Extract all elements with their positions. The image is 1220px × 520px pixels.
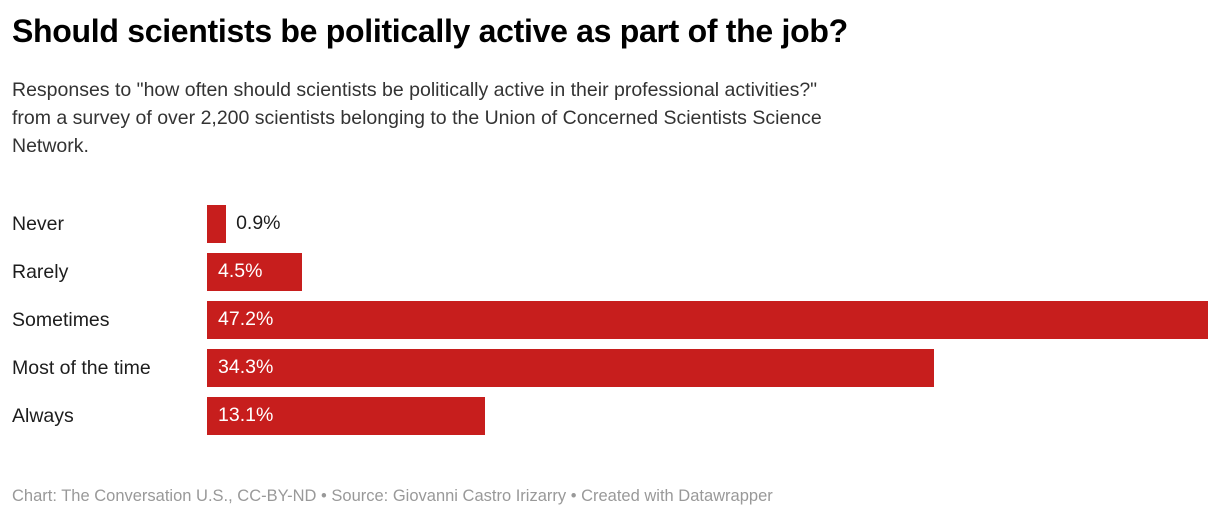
bar-track: 47.2% xyxy=(207,301,1208,339)
category-label: Sometimes xyxy=(12,308,110,331)
bar-track: 13.1% xyxy=(207,397,1208,435)
value-label: 34.3% xyxy=(218,356,274,379)
value-label: 0.9% xyxy=(236,212,281,235)
bar-row: Sometimes 47.2% xyxy=(12,296,1208,344)
chart-subtitle: Responses to "how often should scientist… xyxy=(12,79,822,157)
bar-row: Always 13.1% xyxy=(12,392,1208,440)
bar: 0.9% xyxy=(207,205,281,243)
bar-chart: Never 0.9% Rarely 4.5% Sometimes 47.2% Most of… xyxy=(12,200,1208,440)
bar-row: Most of the time 34.3% xyxy=(12,344,1208,392)
bar-row: Never 0.9% xyxy=(12,200,1208,248)
bar-row: Rarely 4.5% xyxy=(12,248,1208,296)
value-label: 47.2% xyxy=(218,308,274,331)
bar-track: 0.9% xyxy=(207,205,1208,243)
bar: 13.1% xyxy=(207,397,485,435)
bar: 4.5% xyxy=(207,253,303,291)
chart-title: Should scientists be politically active … xyxy=(12,13,848,49)
category-label: Rarely xyxy=(12,260,69,283)
bar-track: 34.3% xyxy=(207,349,1208,387)
category-label: Never xyxy=(12,212,65,235)
chart-container: Should scientists be politically active … xyxy=(0,10,1220,440)
category-label: Always xyxy=(12,404,74,427)
chart-attribution: Chart: The Conversation U.S., CC-BY-ND •… xyxy=(12,487,773,505)
value-label: 4.5% xyxy=(218,260,263,283)
value-label: 13.1% xyxy=(218,404,274,427)
bar: 47.2% xyxy=(207,301,1208,339)
bar: 34.3% xyxy=(207,349,935,387)
category-label: Most of the time xyxy=(12,356,151,379)
bar-track: 4.5% xyxy=(207,253,1208,291)
